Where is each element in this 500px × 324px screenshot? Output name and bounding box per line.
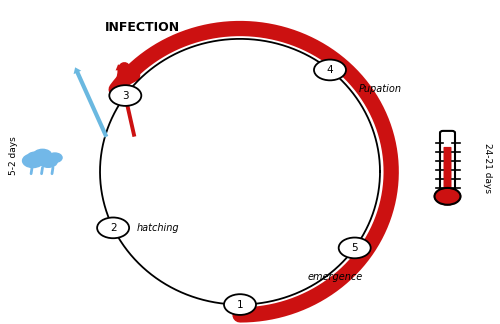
Circle shape bbox=[48, 153, 62, 162]
Circle shape bbox=[22, 154, 44, 168]
Text: 2: 2 bbox=[110, 223, 116, 233]
FancyBboxPatch shape bbox=[444, 147, 452, 190]
Text: Pupation: Pupation bbox=[358, 84, 402, 94]
Circle shape bbox=[28, 152, 42, 162]
Circle shape bbox=[338, 237, 370, 258]
Text: 24-21 days: 24-21 days bbox=[483, 144, 492, 193]
Circle shape bbox=[224, 294, 256, 315]
Circle shape bbox=[39, 156, 58, 167]
Circle shape bbox=[34, 149, 52, 161]
Circle shape bbox=[110, 85, 142, 106]
Circle shape bbox=[97, 217, 129, 238]
Circle shape bbox=[434, 188, 460, 205]
FancyBboxPatch shape bbox=[440, 131, 455, 193]
Circle shape bbox=[314, 60, 346, 80]
Text: INFECTION: INFECTION bbox=[105, 21, 180, 34]
Text: 5: 5 bbox=[352, 243, 358, 253]
Text: 5-2 days: 5-2 days bbox=[10, 136, 18, 175]
Text: 4: 4 bbox=[326, 65, 334, 75]
Text: 3: 3 bbox=[122, 90, 128, 100]
Text: hatching: hatching bbox=[137, 223, 180, 233]
Text: 1: 1 bbox=[236, 300, 244, 309]
Text: emergence: emergence bbox=[307, 272, 362, 282]
